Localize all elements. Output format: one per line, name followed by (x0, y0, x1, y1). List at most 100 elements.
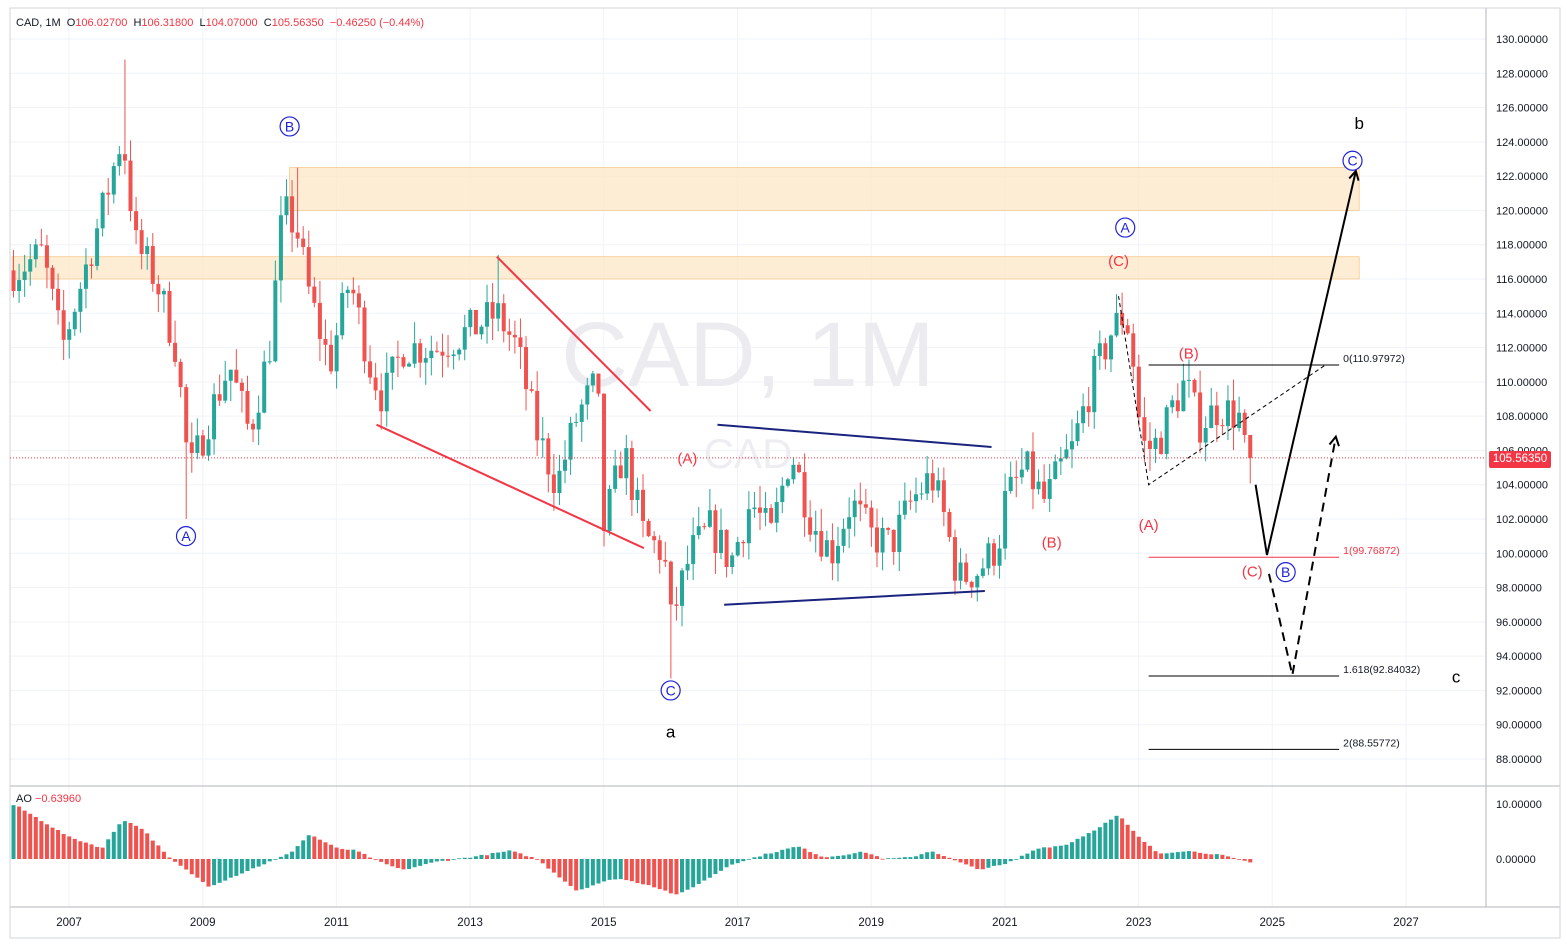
candle-body (44, 245, 49, 268)
ao-bar (1069, 842, 1074, 859)
price-tick-label: 118.00000 (1496, 240, 1547, 252)
ao-bar (986, 859, 991, 868)
ao-bar (329, 844, 334, 859)
candle-body (334, 335, 339, 372)
ao-bar (947, 857, 952, 859)
candle-body (1131, 333, 1136, 367)
candle-body (663, 559, 668, 562)
ao-bar (161, 851, 166, 859)
symbol-legend: CAD, 1M O106.02700 H106.31800 L104.07000… (16, 17, 424, 29)
candle-body (217, 394, 222, 401)
candle-body (401, 357, 406, 367)
candle-body (802, 472, 807, 518)
wave-label: C (666, 682, 676, 698)
ao-bar (590, 859, 595, 886)
ao-bar (1019, 855, 1024, 859)
candle-body (524, 346, 529, 390)
awesome-oscillator (11, 805, 1253, 895)
candle-body (596, 373, 601, 394)
price-tick-label: 90.00000 (1496, 720, 1542, 732)
candle-body (1231, 400, 1236, 428)
candle-body (1125, 325, 1130, 334)
ao-bar (969, 859, 974, 867)
ao-bar (1008, 859, 1013, 862)
wave-label: (A) (677, 450, 697, 467)
price-tick-label: 116.00000 (1496, 274, 1547, 286)
candle-body (763, 507, 768, 513)
ao-bar (56, 830, 61, 859)
time-tick-label: 2027 (1393, 917, 1419, 929)
candle-body (1019, 469, 1024, 478)
ao-bar (735, 859, 740, 864)
ao-bar (17, 806, 22, 859)
ao-bar (490, 853, 495, 859)
ao-bar (607, 859, 612, 880)
candle-body (986, 543, 991, 569)
candle-body (702, 526, 707, 528)
candle-body (329, 344, 334, 372)
ao-bar (674, 859, 679, 895)
wave-label: c (1452, 668, 1461, 687)
wave-label: a (666, 723, 676, 742)
wave-label: (C) (1242, 563, 1263, 580)
candle-body (902, 500, 907, 515)
ao-bar (22, 810, 27, 859)
candle-body (724, 529, 729, 568)
high-value: 106.31800 (141, 17, 194, 29)
ao-bar (72, 838, 77, 859)
candle-body (551, 474, 556, 494)
trend-drawings (376, 168, 1360, 676)
candle-body (741, 541, 746, 544)
symbol-name: CAD, 1M (16, 17, 61, 29)
wave-label-circle (1342, 150, 1363, 171)
ao-bar (362, 853, 367, 859)
price-tick-label: 128.00000 (1496, 68, 1548, 80)
ao-bar (390, 859, 395, 867)
candle-body (980, 568, 985, 576)
ao-bar (50, 827, 55, 859)
candle-body (278, 215, 283, 281)
candle-body (540, 438, 545, 441)
ao-bar (1237, 859, 1242, 860)
fib-level-label: 1(99.76872) (1343, 545, 1400, 557)
ao-bar (267, 859, 272, 862)
candle-body (997, 548, 1002, 566)
candle-body (1069, 441, 1074, 450)
ao-bar (479, 854, 484, 859)
candle-body (139, 230, 144, 254)
wave-labels: A B Ca (A) (B) (C) A (B) (A) (C) Bb Cc (175, 114, 1461, 742)
candle-body (1203, 428, 1208, 443)
candle-body (1181, 380, 1186, 412)
candle-body (1042, 481, 1047, 499)
wave-label-circle (1275, 562, 1296, 583)
candle-body (618, 465, 623, 479)
ao-bar (964, 859, 969, 865)
candle-body (886, 527, 891, 530)
candle-body (1036, 481, 1041, 490)
ao-bar (668, 859, 673, 894)
ao-bar (106, 839, 111, 859)
candle-body (652, 536, 657, 541)
candle-body (234, 369, 239, 383)
price-tick-label: 114.00000 (1496, 308, 1547, 320)
ao-bar (1108, 819, 1113, 859)
wave-label: B (285, 118, 294, 134)
ao-bar (290, 851, 295, 859)
ao-bar (1181, 851, 1186, 859)
ao-bar (323, 842, 328, 859)
candle-body (223, 380, 228, 401)
triangle-upper (717, 423, 992, 448)
ao-bar (847, 854, 852, 859)
candle-body (607, 488, 612, 531)
ao-bar (239, 859, 244, 874)
ao-bar (507, 850, 512, 859)
candle-body (680, 570, 685, 606)
candle-body (557, 470, 562, 494)
candle-body (111, 166, 116, 195)
ao-bar (122, 821, 127, 859)
ao-bar (574, 859, 579, 891)
candle-body (685, 563, 690, 571)
candle-body (1136, 366, 1141, 418)
ao-bar (1081, 836, 1086, 859)
